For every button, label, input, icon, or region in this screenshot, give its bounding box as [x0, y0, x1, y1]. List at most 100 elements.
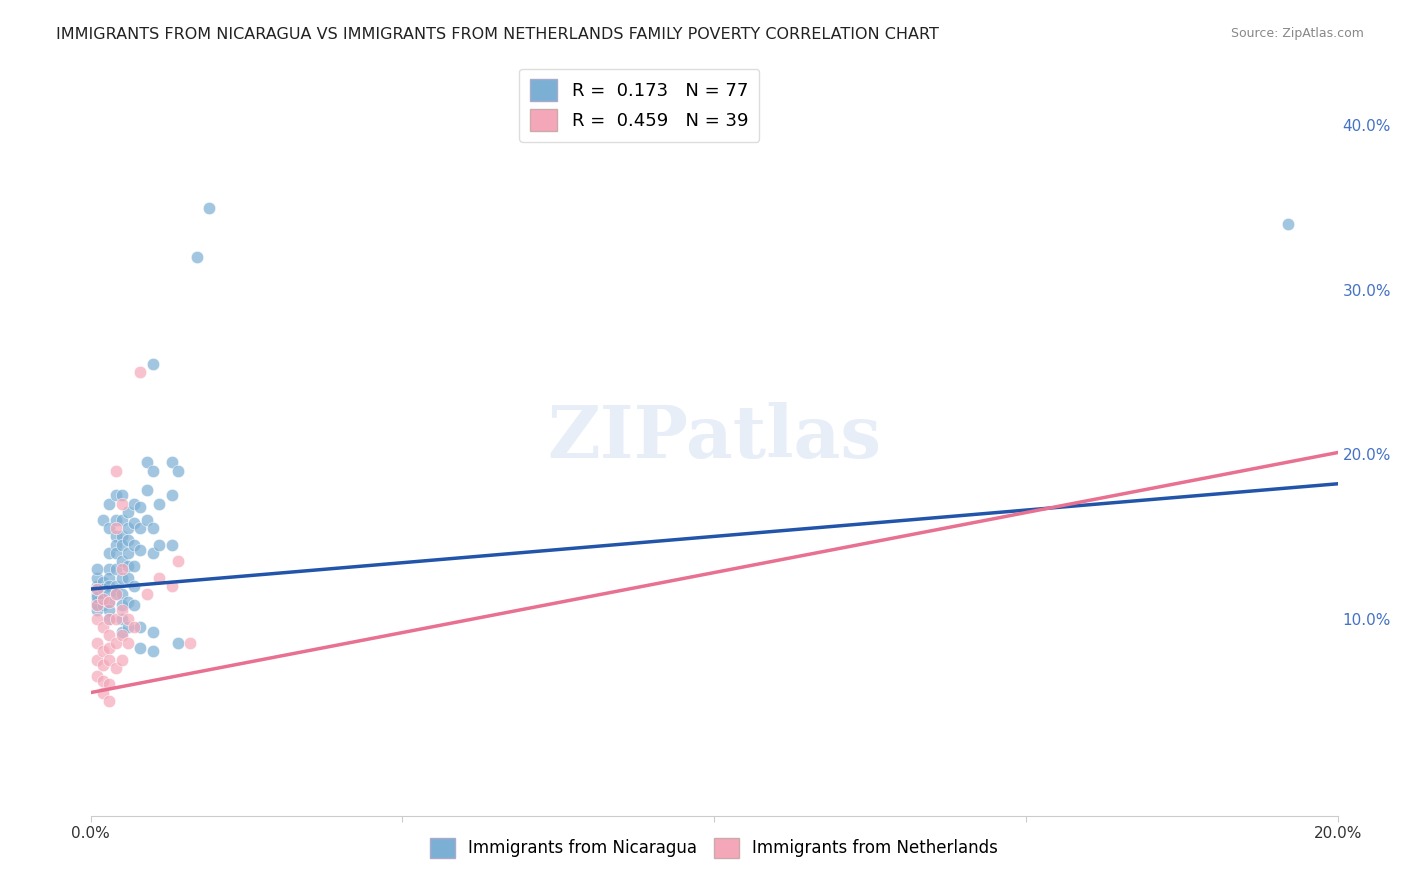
Point	[86, 603, 108, 617]
Point	[111, 538, 134, 552]
Point	[86, 595, 108, 609]
Point	[1277, 217, 1299, 231]
Point	[117, 521, 139, 535]
Point	[104, 636, 127, 650]
Point	[117, 595, 139, 609]
Point	[86, 562, 108, 576]
Point	[129, 620, 152, 634]
Point	[142, 624, 165, 639]
Point	[104, 521, 127, 535]
Point	[129, 641, 152, 656]
Point	[98, 587, 121, 601]
Point	[111, 570, 134, 584]
Point	[86, 653, 108, 667]
Point	[104, 579, 127, 593]
Point	[135, 455, 157, 469]
Point	[98, 612, 121, 626]
Point	[111, 554, 134, 568]
Point	[86, 599, 108, 613]
Point	[104, 464, 127, 478]
Point	[122, 599, 145, 613]
Point	[91, 657, 114, 672]
Point	[91, 582, 114, 596]
Point	[117, 546, 139, 560]
Point	[186, 250, 208, 264]
Point	[135, 483, 157, 498]
Point	[104, 546, 127, 560]
Text: IMMIGRANTS FROM NICARAGUA VS IMMIGRANTS FROM NETHERLANDS FAMILY POVERTY CORRELAT: IMMIGRANTS FROM NICARAGUA VS IMMIGRANTS …	[56, 27, 939, 42]
Point	[86, 579, 108, 593]
Point	[111, 653, 134, 667]
Point	[111, 599, 134, 613]
Point	[86, 570, 108, 584]
Point	[98, 595, 121, 609]
Point	[167, 464, 190, 478]
Point	[104, 513, 127, 527]
Point	[111, 496, 134, 510]
Point	[129, 521, 152, 535]
Point	[122, 559, 145, 574]
Point	[91, 591, 114, 606]
Point	[91, 620, 114, 634]
Point	[117, 620, 139, 634]
Point	[86, 669, 108, 683]
Point	[104, 538, 127, 552]
Point	[104, 612, 127, 626]
Point	[160, 538, 183, 552]
Point	[129, 542, 152, 557]
Point	[104, 661, 127, 675]
Point	[91, 674, 114, 689]
Text: Source: ZipAtlas.com: Source: ZipAtlas.com	[1230, 27, 1364, 40]
Point	[129, 500, 152, 514]
Point	[98, 612, 121, 626]
Point	[160, 488, 183, 502]
Point	[117, 533, 139, 547]
Point	[111, 603, 134, 617]
Point	[117, 559, 139, 574]
Point	[167, 636, 190, 650]
Point	[122, 620, 145, 634]
Point	[86, 599, 108, 613]
Point	[98, 694, 121, 708]
Point	[98, 641, 121, 656]
Point	[98, 570, 121, 584]
Point	[91, 599, 114, 613]
Point	[111, 513, 134, 527]
Point	[98, 579, 121, 593]
Point	[98, 562, 121, 576]
Point	[86, 591, 108, 605]
Point	[142, 357, 165, 371]
Point	[91, 644, 114, 658]
Point	[98, 677, 121, 691]
Point	[117, 505, 139, 519]
Point	[198, 201, 221, 215]
Point	[91, 685, 114, 699]
Point	[91, 575, 114, 590]
Point	[148, 538, 170, 552]
Point	[98, 496, 121, 510]
Point	[167, 554, 190, 568]
Point	[98, 521, 121, 535]
Point	[86, 582, 108, 596]
Point	[98, 546, 121, 560]
Point	[91, 591, 114, 606]
Point	[104, 587, 127, 601]
Point	[111, 562, 134, 576]
Point	[129, 365, 152, 379]
Point	[98, 628, 121, 642]
Point	[98, 653, 121, 667]
Point	[160, 455, 183, 469]
Point	[111, 628, 134, 642]
Point	[179, 636, 201, 650]
Point	[117, 636, 139, 650]
Point	[111, 612, 134, 626]
Point	[142, 644, 165, 658]
Point	[98, 595, 121, 609]
Point	[135, 513, 157, 527]
Point	[111, 587, 134, 601]
Point	[122, 516, 145, 531]
Point	[117, 570, 139, 584]
Point	[86, 636, 108, 650]
Point	[117, 612, 139, 626]
Point	[104, 562, 127, 576]
